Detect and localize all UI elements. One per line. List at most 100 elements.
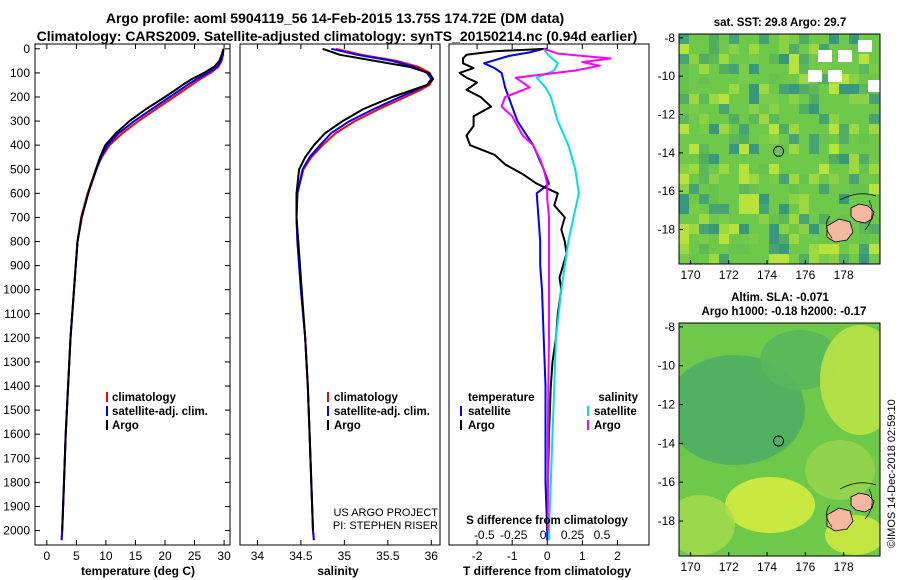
map-lat-label: -12	[658, 108, 676, 122]
map-lat-label: -16	[658, 475, 676, 489]
s-diff-tick-label: 0.25	[561, 528, 585, 542]
map-lat-label: -12	[658, 398, 676, 412]
depth-tick-label: 400	[10, 138, 30, 152]
x-tick-label: -2	[472, 549, 483, 563]
depth-tick-label: 200	[10, 90, 30, 104]
s-diff-tick-label: 0	[540, 528, 547, 542]
figure-title-line1: Argo profile: aoml 5904119_56 14-Feb-201…	[106, 10, 564, 26]
legend-label-argo: Argo	[334, 420, 361, 432]
x-tick-label: 35	[338, 549, 352, 563]
legend-label-s-satellite: satellite	[594, 406, 637, 418]
x-tick-label: 2	[614, 549, 621, 563]
temperature-x-axis: 0 5 10 15 20 25 30	[43, 44, 231, 563]
series-line	[500, 47, 612, 531]
argo-profile-marker	[773, 435, 785, 447]
legend-label-s-argo: Argo	[594, 420, 621, 432]
map-lat-label: -10	[658, 69, 676, 83]
map-lat-label: -18	[658, 223, 676, 237]
sla-map-axes: 170 172 174 176 178 -8 -10 -12 -14 -16 -18	[658, 320, 854, 574]
difference-legend: temperature satellite Argo salinity sate…	[460, 392, 639, 432]
depth-tick-label: 900	[10, 259, 30, 273]
sla-map-image	[679, 323, 880, 556]
map-lon-label: 176	[795, 560, 815, 574]
bathymetry-contour	[826, 482, 877, 528]
series-line	[295, 47, 434, 531]
legend-header-salinity: salinity	[598, 392, 638, 404]
salinity-axis-label: salinity	[317, 564, 359, 578]
depth-tick-label: 800	[10, 235, 30, 249]
depth-tick-label: 1900	[3, 499, 30, 513]
figure-title-line2: Climatology: CARS2009. Satellite-adjuste…	[37, 28, 638, 44]
s-diff-tick-label: 0.5	[594, 528, 611, 542]
legend-label-satellite: satellite-adj. clim.	[334, 406, 430, 418]
x-tick-label: 25	[188, 549, 202, 563]
depth-tick-label: 1800	[3, 475, 30, 489]
series-line	[535, 48, 580, 541]
temperature-panel: 0100200300400500600700800900100011001200…	[3, 42, 649, 578]
map-lat-label: -8	[664, 320, 675, 334]
x-tick-label: 1	[579, 549, 586, 563]
depth-tick-label: 1700	[3, 451, 30, 465]
depth-tick-label: 1300	[3, 355, 30, 369]
sla-map-frame	[678, 322, 881, 557]
depth-tick-label: 1000	[3, 283, 30, 297]
map-lon-label: 170	[680, 560, 700, 574]
x-tick-label: 15	[129, 549, 143, 563]
legend-label-argo: Argo	[112, 420, 139, 432]
legend-label-t-satellite: satellite	[468, 406, 511, 418]
s-diff-tick-label: -0.25	[500, 528, 528, 542]
project-annotation: US ARGO PROJECT	[333, 507, 438, 519]
x-tick-label: 0	[43, 549, 50, 563]
sla-map-subtitle: Argo h1000: -0.18 h2000: -0.17	[702, 306, 867, 318]
x-tick-label: 10	[99, 549, 113, 563]
map-lon-label: 170	[680, 268, 700, 282]
map-lon-label: 172	[719, 268, 739, 282]
s-difference-axis-label: S difference from climatology	[466, 515, 628, 527]
depth-tick-label: 1500	[3, 403, 30, 417]
x-tick-label: -1	[507, 549, 518, 563]
salinity-panel: 34 34.5 35 35.5 36 salinity climatology sate…	[239, 43, 441, 578]
sst-map-panel: sat. SST: 29.8 Argo: 29.7 170 172 174 176 17…	[658, 17, 881, 282]
salinity-x-axis: 34 34.5 35 35.5 36	[251, 44, 439, 563]
pi-annotation: PI: STEPHEN RISER	[333, 520, 438, 532]
difference-lines	[458, 47, 612, 541]
imos-credit: ©IMOS 14-Dec-2018 02:59:10	[886, 399, 898, 548]
salinity-legend: climatology satellite-adj. clim. Argo	[327, 392, 430, 432]
map-lat-label: -14	[658, 436, 676, 450]
map-lon-label: 178	[834, 268, 854, 282]
fiji-islands	[826, 203, 875, 243]
legend-label-t-argo: Argo	[468, 420, 495, 432]
depth-tick-label: 1100	[4, 307, 30, 321]
sst-map-frame	[678, 33, 881, 265]
depth-tick-label: 1400	[3, 379, 30, 393]
series-line	[61, 48, 225, 531]
salinity-lines	[295, 47, 434, 541]
map-lat-label: -8	[664, 31, 675, 45]
depth-tick-label: 1600	[3, 427, 30, 441]
x-tick-label: 34	[251, 549, 265, 563]
temperature-axis-label: temperature (deg C)	[81, 564, 195, 578]
x-tick-label: 20	[158, 549, 172, 563]
map-lat-label: -18	[658, 514, 676, 528]
sst-map-title: sat. SST: 29.8 Argo: 29.7	[714, 17, 847, 29]
fiji-islands	[826, 492, 875, 532]
temperature-lines	[60, 48, 225, 541]
sla-map-title: Altim. SLA: -0.071	[731, 292, 829, 304]
salinity-plot-frame	[239, 43, 441, 546]
x-tick-label: 0	[544, 549, 551, 563]
depth-tick-label: 2000	[3, 524, 30, 538]
map-lon-label: 174	[757, 268, 777, 282]
depth-tick-label: 300	[10, 114, 30, 128]
s-diff-tick-label: -0.5	[474, 528, 495, 542]
sst-map-axes: 170 172 174 176 178 -8 -10 -12 -14 -16 -18	[658, 31, 854, 282]
x-tick-label: 36	[425, 549, 439, 563]
temperature-legend: climatology satellite-adj. clim. Argo	[106, 392, 208, 432]
map-lat-label: -14	[658, 146, 676, 160]
depth-tick-label: 700	[10, 210, 30, 224]
s-difference-tick-labels: -0.5 -0.25 0 0.25 0.5	[474, 528, 611, 542]
legend-header-temperature: temperature	[468, 392, 534, 404]
difference-x-axis: -2 -1 0 1 2	[472, 44, 621, 563]
map-lon-label: 178	[834, 560, 854, 574]
depth-tick-label: 0	[23, 42, 30, 56]
